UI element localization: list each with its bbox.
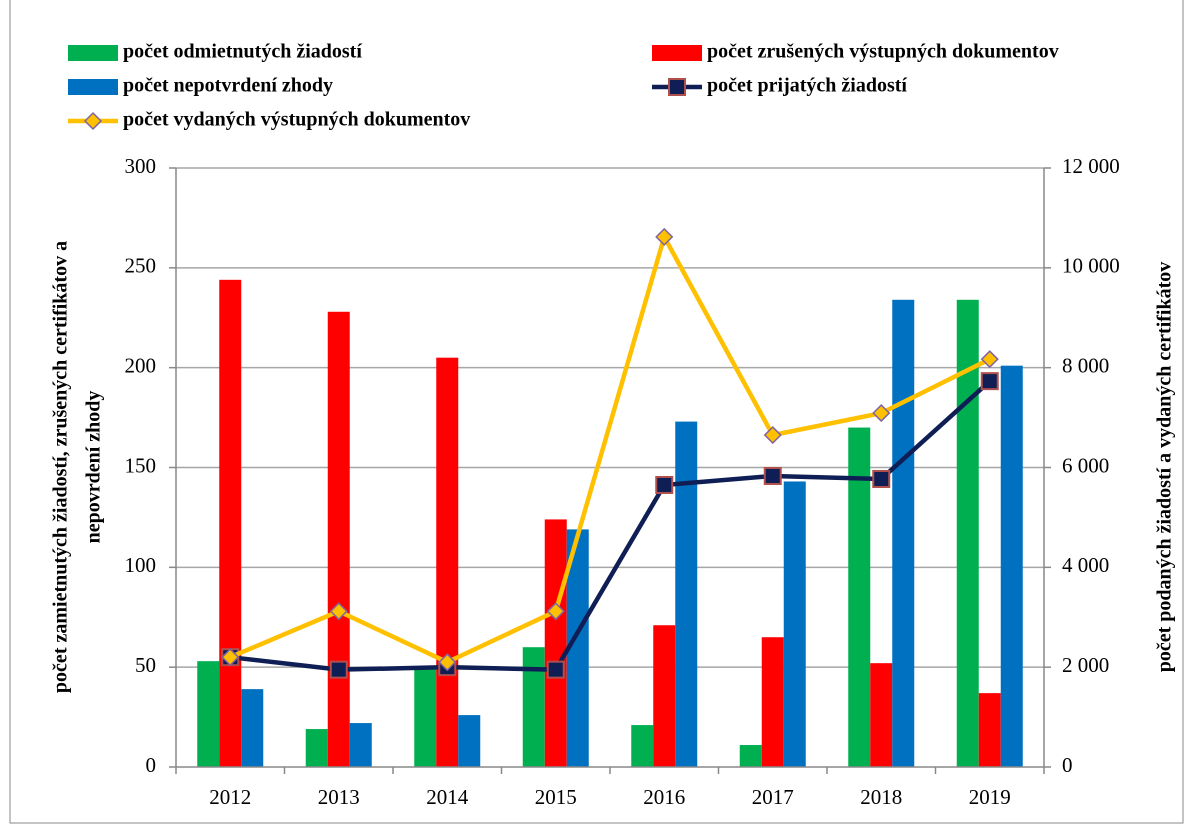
- bar: [956, 299, 979, 767]
- marker: [872, 469, 891, 488]
- y2-tick-label: 4 000: [1062, 553, 1109, 577]
- bar: [241, 689, 264, 767]
- bar: [544, 519, 567, 767]
- marker: [980, 350, 999, 369]
- legend-swatch: [68, 79, 118, 95]
- bar: [219, 279, 242, 767]
- x-tick-label: 2013: [318, 785, 360, 809]
- bar: [327, 311, 350, 767]
- bar: [436, 357, 459, 767]
- bar: [566, 529, 589, 767]
- marker: [438, 653, 457, 672]
- y2-tick-label: 6 000: [1062, 453, 1109, 477]
- marker: [329, 602, 348, 621]
- y2-tick-label: 10 000: [1062, 254, 1120, 278]
- y-axis-title: počet zamietnutých žiadostí, zrušených c…: [50, 241, 72, 693]
- y-tick-label: 50: [135, 653, 156, 677]
- bar: [414, 667, 437, 767]
- y-tick-label: 300: [125, 154, 157, 178]
- y-axis-title: nepovrdení zhody: [83, 391, 105, 544]
- marker: [763, 466, 782, 485]
- x-tick-label: 2018: [860, 785, 902, 809]
- x-tick-label: 2015: [535, 785, 577, 809]
- bar: [305, 729, 328, 767]
- marker: [655, 475, 674, 494]
- legend-label: počet odmietnutých žiadostí: [123, 41, 362, 63]
- marker: [221, 648, 240, 667]
- line: [229, 379, 992, 672]
- x-tick-label: 2014: [426, 785, 469, 809]
- bar: [631, 725, 654, 767]
- bar: [522, 647, 545, 767]
- legend-label: počet vydaných výstupných dokumentov: [123, 109, 470, 131]
- marker: [980, 372, 999, 391]
- marker: [546, 602, 565, 621]
- bar: [978, 693, 1001, 767]
- bar: [1000, 365, 1023, 767]
- x-tick-label: 2017: [752, 785, 794, 809]
- y2-tick-label: 12 000: [1062, 154, 1120, 178]
- chart-border: [9, 0, 1184, 824]
- y-tick-label: 150: [125, 453, 157, 477]
- marker: [329, 660, 348, 679]
- marker: [546, 660, 565, 679]
- bar: [349, 723, 372, 767]
- bar: [870, 663, 893, 767]
- marker: [872, 404, 891, 423]
- y2-tick-label: 8 000: [1062, 353, 1109, 377]
- bar: [675, 421, 698, 767]
- bar: [458, 715, 481, 767]
- marker: [763, 425, 782, 445]
- line: [229, 231, 991, 665]
- y2-tick-label: 0: [1062, 753, 1073, 777]
- bar: [653, 625, 676, 767]
- y-tick-label: 0: [146, 753, 157, 777]
- bar: [848, 427, 871, 767]
- legend-swatch: [652, 45, 702, 61]
- x-tick-label: 2016: [643, 785, 685, 809]
- y-tick-label: 100: [125, 553, 157, 577]
- x-tick-label: 2019: [969, 785, 1011, 809]
- marker: [83, 111, 103, 131]
- bar: [761, 637, 784, 767]
- legend-swatch: [68, 45, 118, 61]
- bar: [783, 481, 806, 767]
- marker: [655, 227, 674, 246]
- bar: [197, 661, 220, 767]
- legend-label: počet prijatých žiadostí: [707, 75, 907, 97]
- marker: [668, 78, 686, 96]
- bar: [892, 299, 915, 767]
- x-tick-label: 2012: [209, 785, 251, 809]
- y-tick-label: 250: [125, 254, 157, 278]
- y-tick-label: 200: [125, 353, 157, 377]
- bar: [739, 745, 762, 767]
- legend-label: počet zrušených výstupných dokumentov: [707, 41, 1059, 63]
- y2-tick-label: 2 000: [1062, 653, 1109, 677]
- y2-axis-title: počet podaných žiadostí a vydaných certi…: [1154, 262, 1176, 673]
- legend-label: počet nepotvrdení zhody: [123, 75, 333, 97]
